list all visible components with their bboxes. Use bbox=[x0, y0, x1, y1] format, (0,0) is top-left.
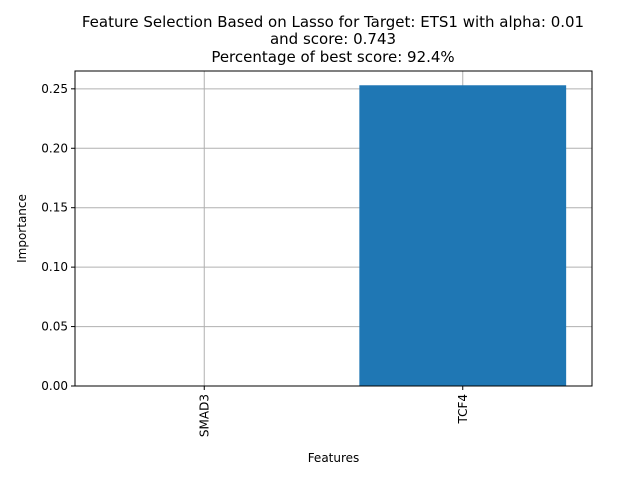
grid-lines bbox=[75, 71, 592, 387]
title-line-3: Percentage of best score: 92.4% bbox=[211, 48, 454, 66]
y-tick-label: 0.15 bbox=[41, 201, 68, 215]
x-axis-label: Features bbox=[308, 451, 360, 465]
plot-area-frame bbox=[74, 70, 593, 387]
x-tick-label: TCF4 bbox=[456, 394, 470, 425]
y-axis-label: Importance bbox=[15, 194, 29, 263]
y-tick-label: 0.10 bbox=[41, 260, 68, 274]
bar-tcf4 bbox=[359, 85, 567, 386]
y-tick-label: 0.25 bbox=[41, 82, 68, 96]
bars bbox=[359, 85, 567, 386]
chart-title: Feature Selection Based on Lasso for Tar… bbox=[82, 13, 584, 66]
y-tick-label: 0.00 bbox=[41, 379, 68, 393]
x-axis-ticks: SMAD3 TCF4 bbox=[197, 386, 470, 437]
y-tick-label: 0.20 bbox=[41, 141, 68, 155]
title-line-2: and score: 0.743 bbox=[270, 30, 396, 48]
title-line-1: Feature Selection Based on Lasso for Tar… bbox=[82, 13, 584, 31]
y-axis-ticks: 0.00 0.05 0.10 0.15 0.20 0.25 bbox=[41, 82, 75, 393]
x-tick-label: SMAD3 bbox=[197, 394, 211, 437]
y-tick-label: 0.05 bbox=[41, 320, 68, 334]
